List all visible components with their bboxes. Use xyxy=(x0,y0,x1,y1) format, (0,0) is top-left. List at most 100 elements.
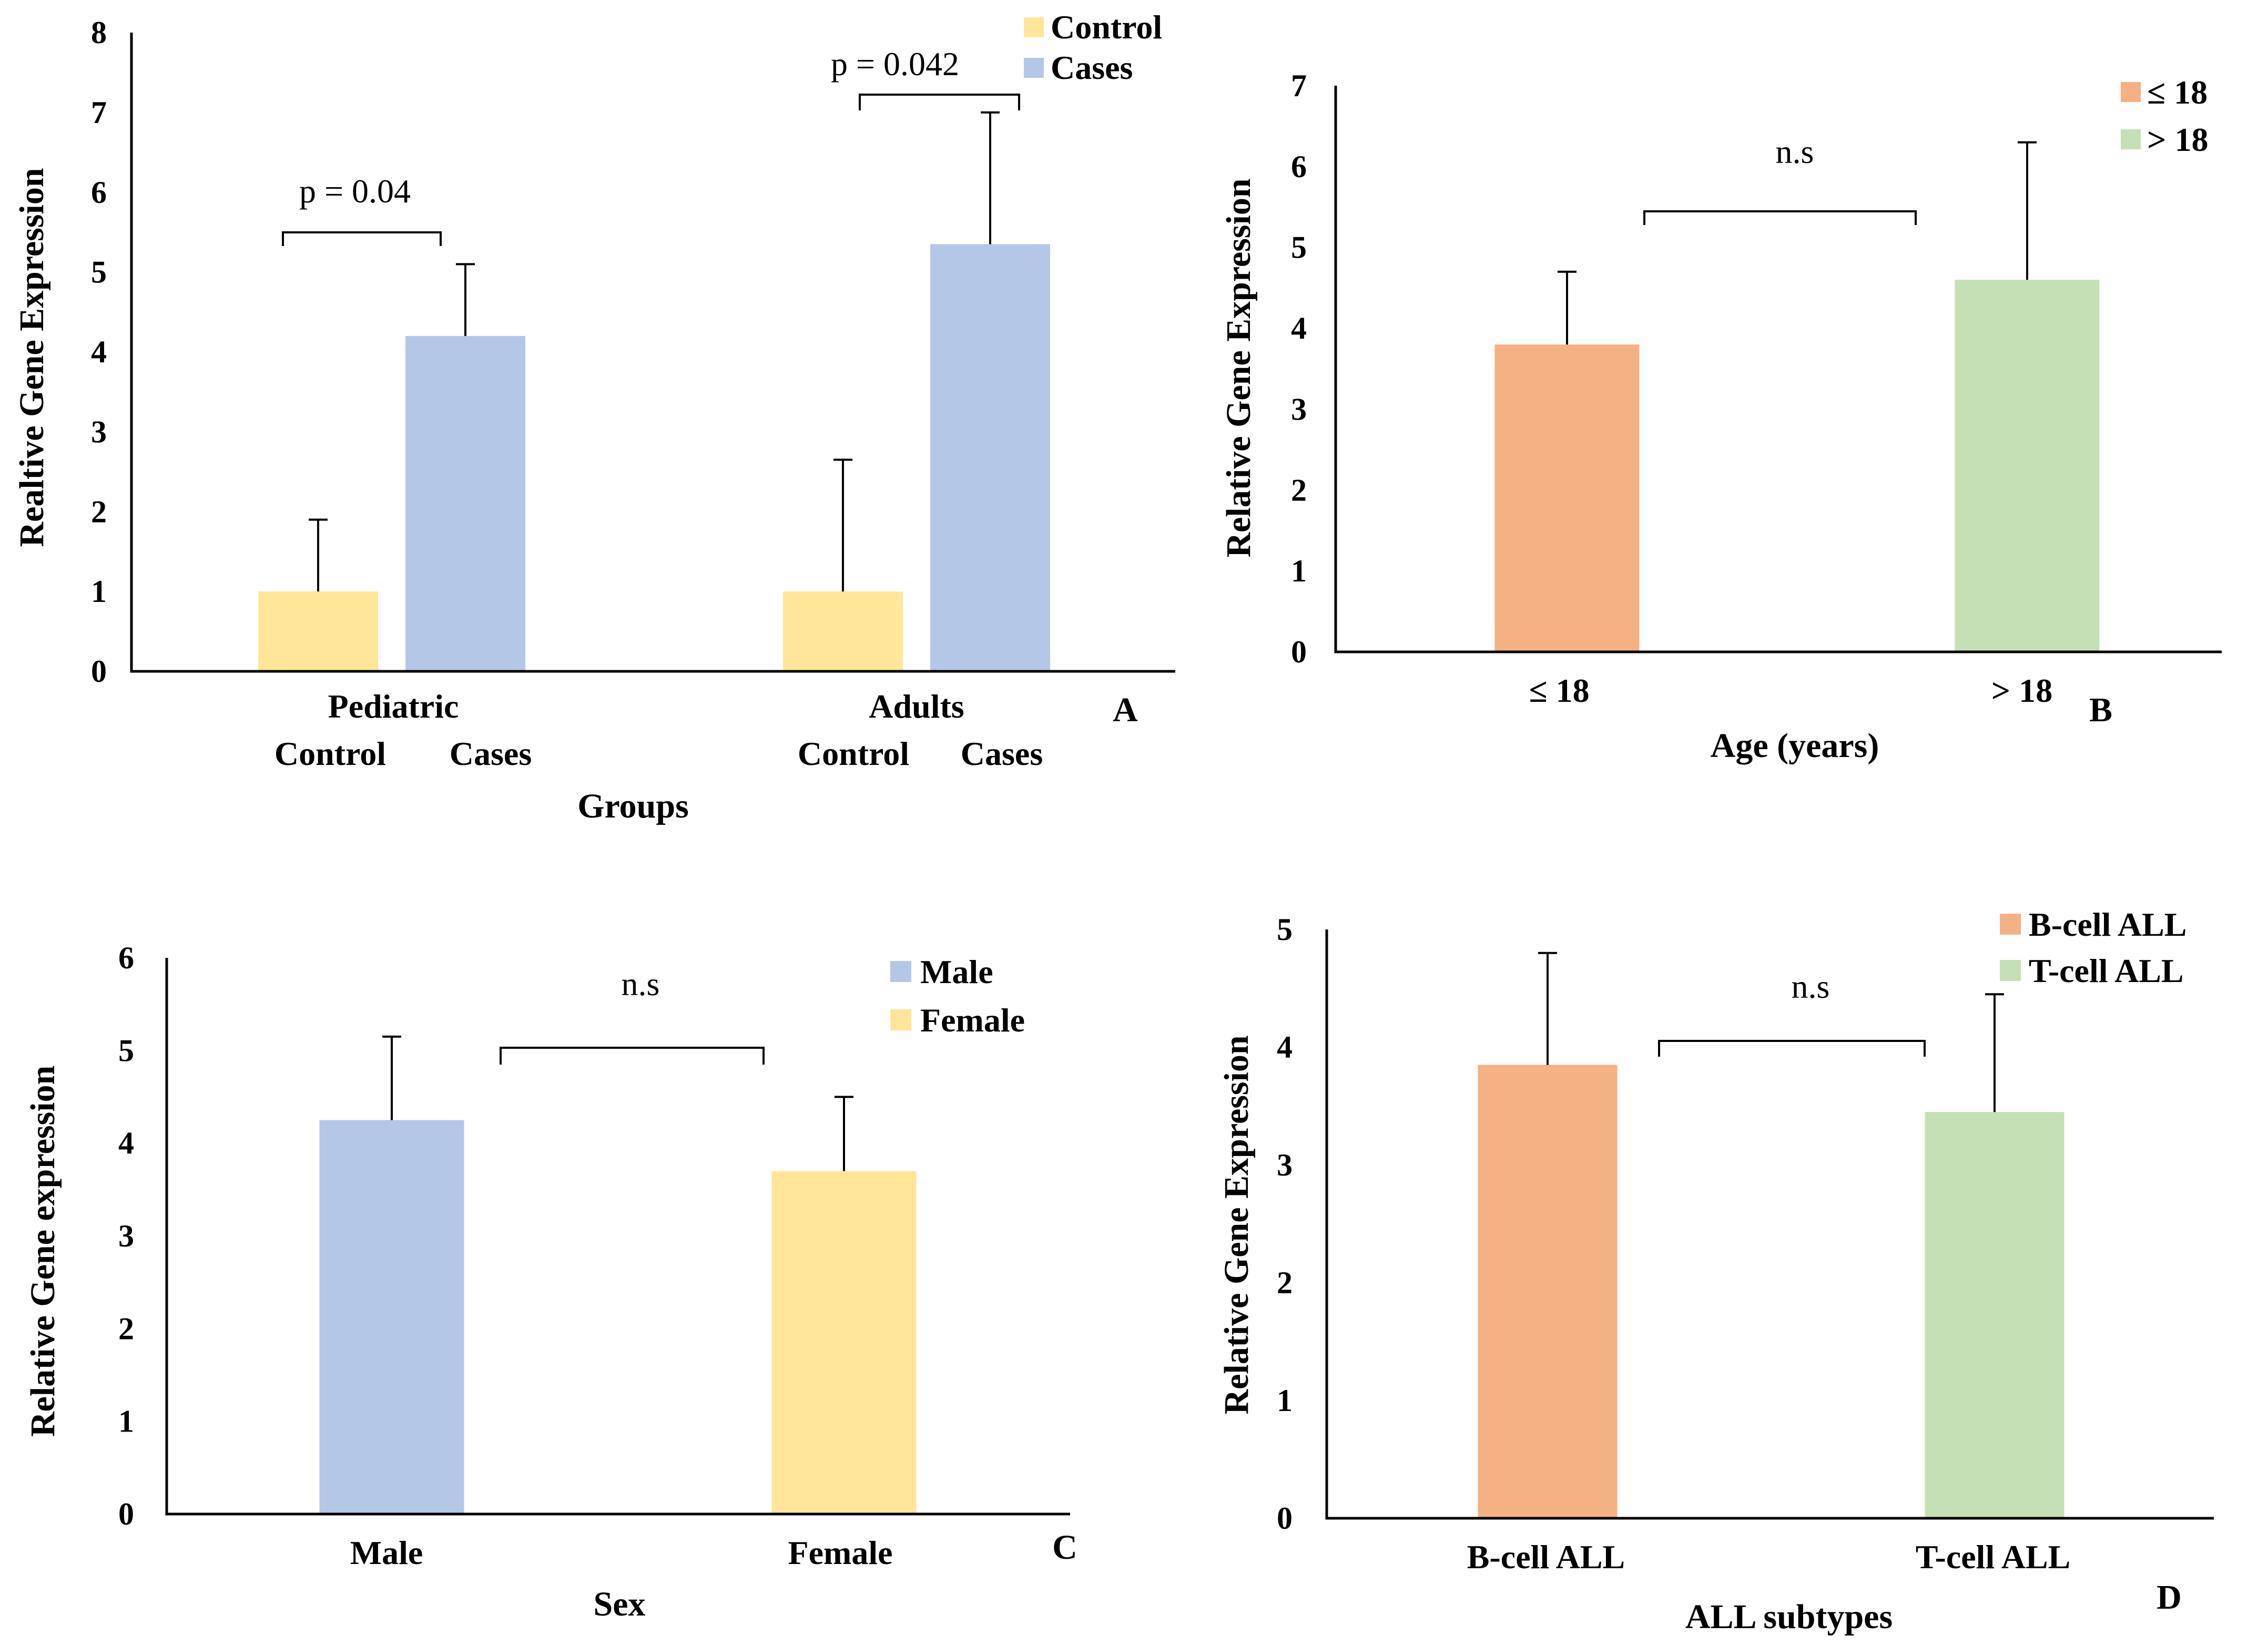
panel-d-legend-swatch-bcell xyxy=(2000,914,2021,935)
panel-c-bar-1-error xyxy=(382,1035,401,1120)
panel-b-ytick-label-2: 2 xyxy=(1291,473,1307,507)
panel-a-bar-pediatric-control xyxy=(258,591,378,671)
panel-d-legend: B-cell ALL T-cell ALL xyxy=(2000,906,2186,989)
panel-a-sublabel-pediatric-cases: Cases xyxy=(450,735,532,772)
panel-b-category-label-gt18: > 18 xyxy=(1991,672,2052,709)
panel-c-ytick-label-0: 0 xyxy=(118,1497,134,1531)
panel-b-ytick-label-5: 5 xyxy=(1291,230,1307,265)
panel-c-y-axis-label: Relative Gene expression xyxy=(24,1066,62,1437)
panel-a-ytick-label-1: 1 xyxy=(91,574,107,609)
panel-a-group-label-pediatric: Pediatric xyxy=(328,688,459,725)
panel-c-ytick-label-2: 2 xyxy=(118,1311,134,1346)
panel-c-bar-2-error xyxy=(835,1096,853,1171)
panel-b-ytick-label-6: 6 xyxy=(1291,149,1307,184)
panel-c-category-label-male: Male xyxy=(350,1534,423,1571)
panel-d-legend-label-tcell: T-cell ALL xyxy=(2029,952,2184,989)
panel-b-bar-1-error xyxy=(1558,270,1577,345)
panel-c-bar-2 xyxy=(771,1171,917,1514)
panel-d-ytick-label-3: 3 xyxy=(1277,1148,1293,1182)
panel-a-bar-adults-control xyxy=(783,591,903,671)
panel-c-category-label-female: Female xyxy=(788,1534,893,1571)
panel-a-sublabel-adults-cases: Cases xyxy=(961,735,1043,772)
panel-a-ytick-label-4: 4 xyxy=(91,335,107,370)
panel-a-y-axis-label: Realtive Gene Expression xyxy=(13,168,51,547)
panel-d-bar-2 xyxy=(1925,1112,2064,1518)
panel-c-legend-label-female: Female xyxy=(920,1001,1025,1039)
panel-c-legend-swatch-female xyxy=(890,1009,911,1030)
panel-d-bar-1 xyxy=(1478,1065,1618,1518)
panel-c-x-axis-label: Sex xyxy=(594,1585,646,1623)
panel-a-bar-pediatric-control-error xyxy=(309,518,328,592)
panel-b-ytick-label-7: 7 xyxy=(1291,68,1307,103)
panel-a-ytick-label-6: 6 xyxy=(91,175,107,210)
panel-c-ytick-label-3: 3 xyxy=(118,1219,134,1253)
panel-d-ytick-label-1: 1 xyxy=(1277,1383,1293,1418)
panel-a-chart: 0 1 2 3 4 5 6 7 8 Realtive Gene Expression Pedia… xyxy=(13,8,1175,825)
panel-b-bar-2-error xyxy=(2018,141,2037,280)
panel-a-legend-swatch-cases xyxy=(1024,58,1044,78)
panel-d-chart: 0 1 2 3 4 5 Relative Gene Expression B-cell A… xyxy=(1217,906,2214,1636)
panel-b-legend-label-gt18: > 18 xyxy=(2147,121,2208,158)
panel-c-ytick-label-6: 6 xyxy=(118,940,134,975)
panel-a-ytick-label-8: 8 xyxy=(91,15,107,50)
panel-a-bar-adults-cases xyxy=(930,244,1050,671)
panel-a-letter: A xyxy=(1113,691,1138,729)
panel-d-legend-label-bcell: B-cell ALL xyxy=(2029,906,2186,943)
panel-a-ytick-label-3: 3 xyxy=(91,414,107,449)
panel-b-ytick-label-3: 3 xyxy=(1291,392,1307,426)
panel-a-bar-pediatric-cases-error xyxy=(456,263,475,336)
panel-a-axes xyxy=(130,33,1175,673)
panel-b-legend-swatch-gt18 xyxy=(2121,129,2141,149)
panel-b-bar-1 xyxy=(1494,344,1640,652)
panel-c-axes xyxy=(165,958,1070,1516)
panel-d-ytick-label-5: 5 xyxy=(1277,912,1293,947)
panel-b-ytick-label-4: 4 xyxy=(1291,311,1307,346)
panel-d-axes xyxy=(1325,929,2214,1520)
panel-b-ytick-label-0: 0 xyxy=(1291,635,1307,669)
panel-d-letter: D xyxy=(2157,1578,2182,1617)
panel-a-bar-adults-control-error xyxy=(833,458,852,592)
panel-a-legend-label-control: Control xyxy=(1051,8,1162,46)
panel-c-significance-label: n.s xyxy=(622,965,660,1003)
panel-d-legend-swatch-tcell xyxy=(2000,960,2021,981)
panel-a-legend-swatch-control xyxy=(1024,17,1044,37)
panel-a-significance-bracket-adults xyxy=(859,94,1020,110)
panel-c-ytick-label-4: 4 xyxy=(118,1126,134,1161)
panel-b-ytick-label-1: 1 xyxy=(1291,554,1307,588)
panel-b-legend: ≤ 18 > 18 xyxy=(2121,74,2208,158)
panel-a-x-axis-label: Groups xyxy=(577,787,689,825)
panel-a-sublabel-pediatric-control: Control xyxy=(274,735,386,772)
panel-c-ytick-label-5: 5 xyxy=(118,1033,134,1068)
panel-c-chart: 0 1 2 3 4 5 6 Relative Gene expression Male Fe… xyxy=(24,940,1077,1623)
panel-a-ytick-label-2: 2 xyxy=(91,494,107,529)
panel-c-legend: Male Female xyxy=(890,953,1025,1039)
panel-d-ytick-label-0: 0 xyxy=(1277,1501,1293,1536)
panel-a-ytick-label-5: 5 xyxy=(91,255,107,290)
panel-b-legend-label-le18: ≤ 18 xyxy=(2147,74,2208,111)
panel-a-legend-label-cases: Cases xyxy=(1051,49,1133,86)
panel-d-x-axis-label: ALL subtypes xyxy=(1685,1598,1893,1636)
panel-c-legend-label-male: Male xyxy=(920,953,993,990)
panel-d-ytick-label-4: 4 xyxy=(1277,1030,1293,1065)
panel-d-bar-2-error xyxy=(1985,993,2004,1112)
panel-d-significance-bracket xyxy=(1658,1040,1926,1057)
panel-b-significance-bracket xyxy=(1643,210,1917,225)
panel-c-legend-swatch-male xyxy=(890,961,911,982)
panel-a-significance-bracket-pediatric xyxy=(282,231,442,246)
panel-b-legend-swatch-le18 xyxy=(2121,82,2141,102)
panel-b-axes xyxy=(1334,86,2222,653)
panel-b-y-axis-label: Relative Gene Expression xyxy=(1219,178,1258,557)
panel-c-letter: C xyxy=(1052,1528,1077,1567)
panel-d-significance-label: n.s xyxy=(1792,968,1830,1005)
panel-c-ytick-label-1: 1 xyxy=(118,1404,134,1439)
panel-b-bar-2 xyxy=(1955,280,2100,652)
panel-b-letter: B xyxy=(2089,691,2112,729)
panel-d-category-label-tcell: T-cell ALL xyxy=(1916,1538,2071,1576)
panel-a-ytick-label-0: 0 xyxy=(91,654,107,689)
panel-d-y-axis-label: Relative Gene Expression xyxy=(1217,1035,1256,1414)
panel-a-sublabel-adults-control: Control xyxy=(798,735,909,772)
panel-a-legend: Control Cases xyxy=(1024,8,1162,86)
panel-a-group-label-adults: Adults xyxy=(869,688,964,725)
panel-b-category-label-le18: ≤ 18 xyxy=(1529,672,1589,709)
